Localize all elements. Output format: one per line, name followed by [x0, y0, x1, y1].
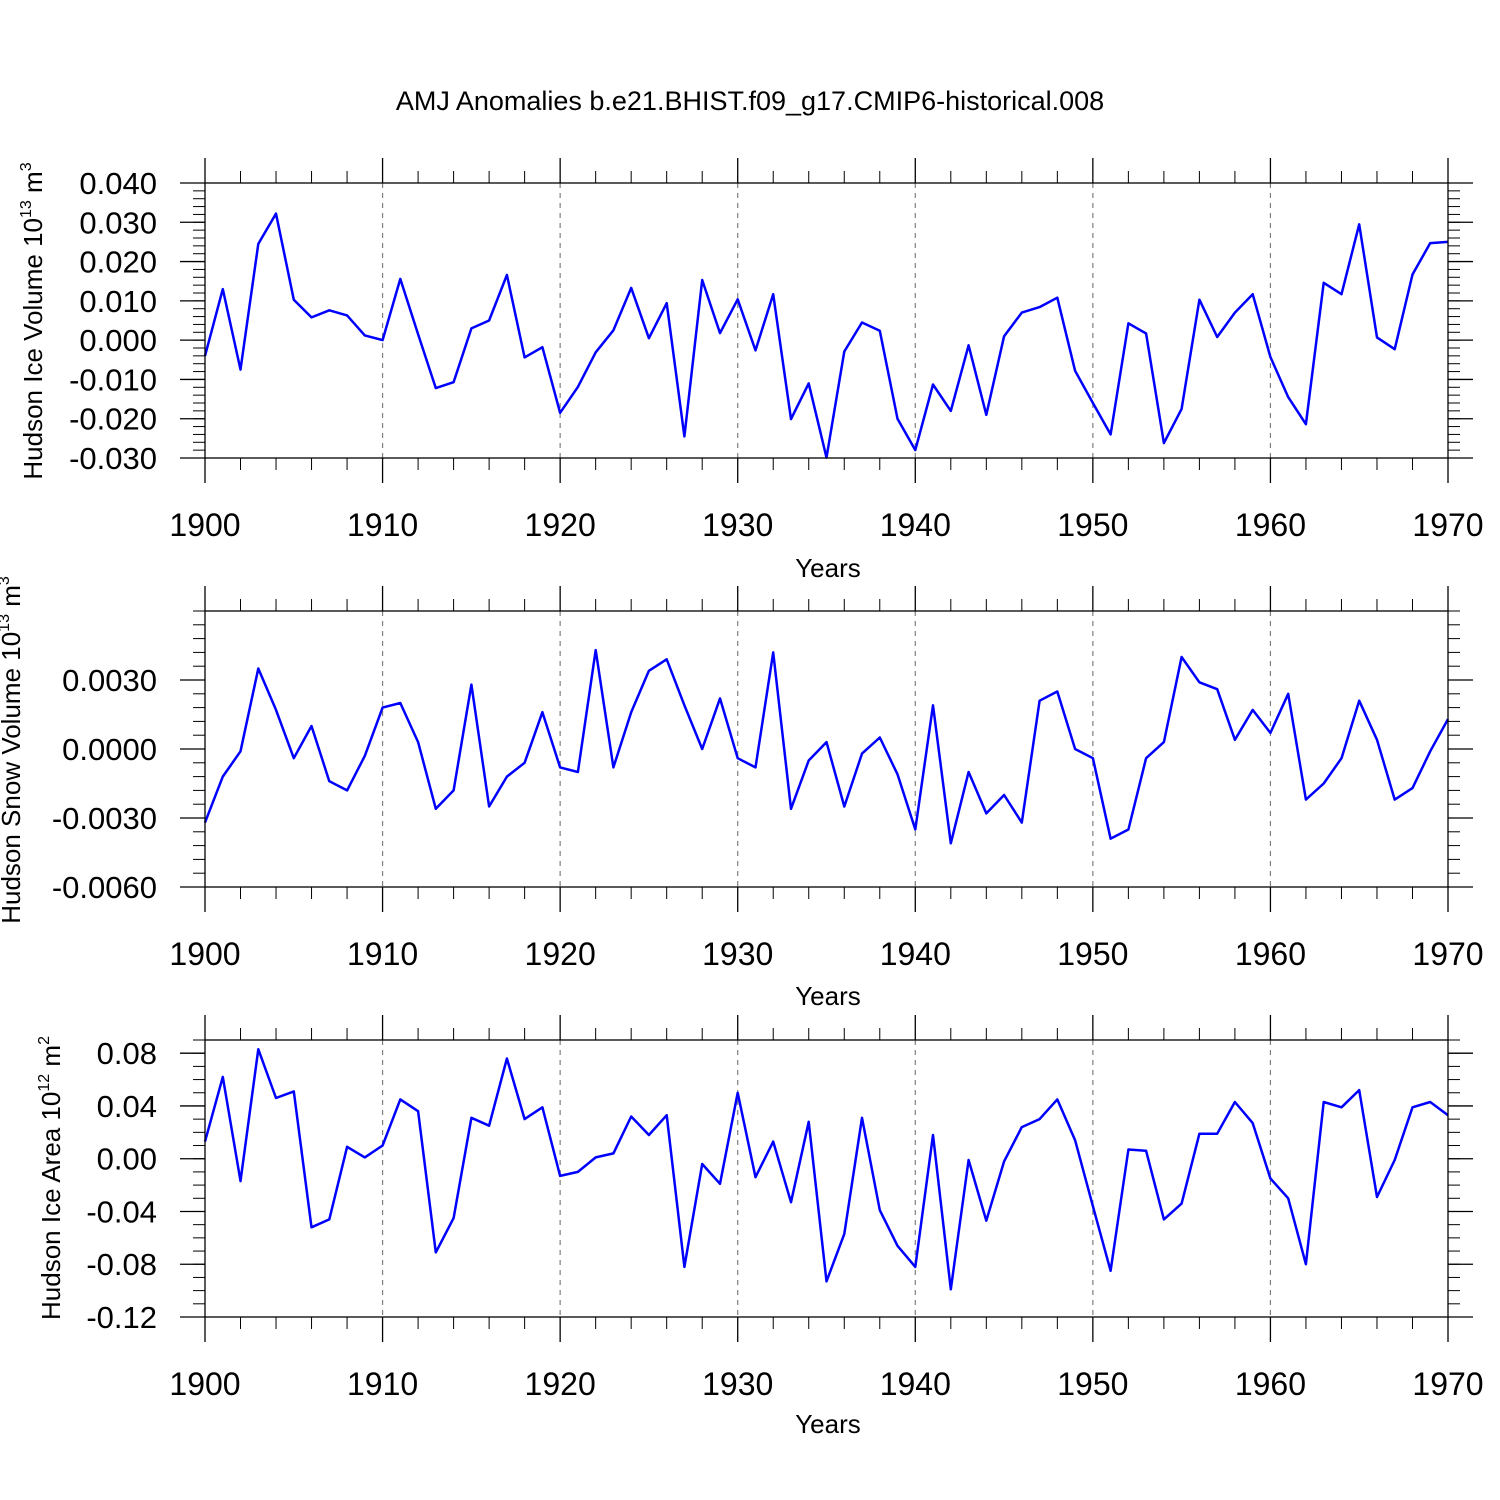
- ice-area-x-axis-label: Years: [795, 1409, 861, 1439]
- ice-area-plot-frame: [204, 1039, 1449, 1318]
- ice-volume-x-tick-label: 1930: [702, 507, 773, 543]
- snow-volume-x-tick-label: 1920: [525, 936, 596, 972]
- snow-volume-y-tick-label: -0.0030: [52, 801, 157, 836]
- panel-ice-area-axes: 1900 1910 1920 1930 1940 1950 1960 1970 -0.12 -0.…: [86, 1015, 1484, 1402]
- panel-ice-volume-axes: 1900 1910 1920 1930 1940 1950 1960 1970 -0.030 -0…: [69, 158, 1484, 543]
- snow-volume-y-tick-label: 0.0030: [62, 663, 157, 698]
- ice-area-x-tick-label: 1970: [1412, 1366, 1483, 1402]
- panel-snow-volume-axes: 1900 1910 1920 1930 1940 1950 1960 1970 -0.0060 -…: [52, 586, 1484, 972]
- ice-area-x-tick-label: 1950: [1057, 1366, 1128, 1402]
- ice-volume-plot-frame: [204, 182, 1449, 459]
- ice-area-y-tick-label: -0.12: [86, 1300, 157, 1335]
- snow-volume-x-tick-label: 1970: [1412, 936, 1483, 972]
- ice-area-x-tick-label: 1930: [702, 1366, 773, 1402]
- snow-volume-x-tick-label: 1910: [347, 936, 418, 972]
- ice-area-y-tick-label: 0.00: [97, 1142, 157, 1177]
- ice-area-y-tick-label: 0.04: [97, 1089, 157, 1124]
- ice-volume-y-tick-label: -0.010: [69, 362, 157, 397]
- ice-area-y-axis-label: Hudson Ice Area 1012 m2: [36, 1036, 66, 1320]
- ice-volume-y-tick-label: -0.030: [69, 441, 157, 476]
- ice-area-series-line: [203, 1047, 1449, 1291]
- ice-area-x-tick-label: 1900: [169, 1366, 240, 1402]
- ice-area-y-tick-label: -0.04: [86, 1194, 157, 1229]
- snow-volume-plot-frame: [204, 610, 1449, 888]
- snow-volume-y-axis-label: Hudson Snow Volume 1013 m3: [0, 576, 26, 924]
- ice-volume-x-tick-label: 1960: [1235, 507, 1306, 543]
- panel-ice-area-grid: [381, 1040, 1272, 1317]
- snow-volume-x-tick-label: 1960: [1235, 936, 1306, 972]
- snow-volume-x-tick-label: 1900: [169, 936, 240, 972]
- panel-snow-volume: 1900 1910 1920 1930 1940 1950 1960 1970 -0.0060 -…: [0, 576, 1484, 1011]
- chart-title: AMJ Anomalies b.e21.BHIST.f09_g17.CMIP6-…: [396, 86, 1104, 116]
- snow-volume-x-tick-label: 1950: [1057, 936, 1128, 972]
- ice-volume-series-line: [203, 212, 1449, 459]
- ice-area-x-tick-label: 1940: [880, 1366, 951, 1402]
- ice-volume-x-tick-label: 1950: [1057, 507, 1128, 543]
- ice-volume-x-axis-label: Years: [795, 553, 861, 583]
- snow-volume-x-tick-label: 1930: [702, 936, 773, 972]
- snow-volume-x-tick-label: 1940: [880, 936, 951, 972]
- snow-volume-y-tick-label: -0.0060: [52, 870, 157, 905]
- ice-area-x-tick-label: 1910: [347, 1366, 418, 1402]
- ice-volume-y-tick-label: -0.020: [69, 402, 157, 437]
- panel-ice-area: 1900 1910 1920 1930 1940 1950 1960 1970 -0.12 -0.…: [36, 1015, 1484, 1439]
- snow-volume-x-axis-label: Years: [795, 981, 861, 1011]
- snow-volume-y-tick-label: 0.0000: [62, 732, 157, 767]
- ice-volume-x-tick-label: 1920: [525, 507, 596, 543]
- ice-volume-x-tick-label: 1970: [1412, 507, 1483, 543]
- ice-volume-x-tick-label: 1940: [880, 507, 951, 543]
- ice-volume-y-axis-label: Hudson Ice Volume 1013 m3: [18, 162, 48, 479]
- ice-volume-y-tick-label: 0.030: [79, 205, 157, 240]
- ice-area-x-tick-label: 1920: [525, 1366, 596, 1402]
- panel-snow-volume-grid: [381, 611, 1272, 887]
- ice-volume-y-tick-label: 0.010: [79, 284, 157, 319]
- ice-area-y-tick-label: 0.08: [97, 1036, 157, 1071]
- panel-ice-volume: 1900 1910 1920 1930 1940 1950 1960 1970 -0.030 -0…: [18, 158, 1484, 583]
- ice-area-y-tick-label: -0.08: [86, 1247, 157, 1282]
- ice-volume-y-tick-label: 0.040: [79, 166, 157, 201]
- snow-volume-series-line: [203, 648, 1450, 845]
- ice-volume-y-tick-label: 0.000: [79, 323, 157, 358]
- ice-area-x-tick-label: 1960: [1235, 1366, 1306, 1402]
- ice-volume-y-tick-label: 0.020: [79, 245, 157, 280]
- ice-volume-x-tick-label: 1910: [347, 507, 418, 543]
- ice-volume-x-tick-label: 1900: [169, 507, 240, 543]
